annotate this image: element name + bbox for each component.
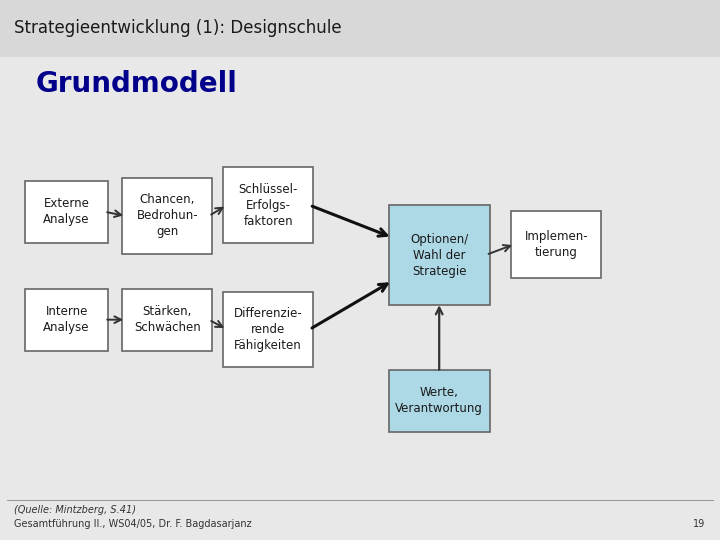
Text: Optionen/
Wahl der
Strategie: Optionen/ Wahl der Strategie [410, 233, 468, 278]
Text: Werte,
Verantwortung: Werte, Verantwortung [395, 387, 483, 415]
FancyBboxPatch shape [389, 205, 490, 305]
Text: Interne
Analyse: Interne Analyse [43, 306, 90, 334]
Text: Externe
Analyse: Externe Analyse [43, 198, 90, 226]
FancyBboxPatch shape [223, 167, 313, 243]
FancyBboxPatch shape [223, 292, 313, 367]
FancyBboxPatch shape [0, 0, 720, 57]
Text: (Quelle: Mintzberg, S.41): (Quelle: Mintzberg, S.41) [14, 505, 136, 515]
Text: Strategieentwicklung (1): Designschule: Strategieentwicklung (1): Designschule [14, 19, 342, 37]
FancyBboxPatch shape [122, 289, 212, 351]
Text: Schlüssel-
Erfolgs-
faktoren: Schlüssel- Erfolgs- faktoren [238, 183, 298, 228]
Text: Chancen,
Bedrohun-
gen: Chancen, Bedrohun- gen [137, 193, 198, 239]
Text: Differenzie-
rende
Fähigkeiten: Differenzie- rende Fähigkeiten [234, 307, 302, 352]
FancyBboxPatch shape [122, 178, 212, 254]
Text: Grundmodell: Grundmodell [36, 70, 238, 98]
FancyBboxPatch shape [389, 370, 490, 432]
FancyBboxPatch shape [25, 289, 108, 351]
FancyBboxPatch shape [25, 181, 108, 243]
FancyBboxPatch shape [511, 211, 601, 278]
Text: Implemen-
tierung: Implemen- tierung [524, 230, 588, 259]
Text: Stärken,
Schwächen: Stärken, Schwächen [134, 306, 201, 334]
Text: 19: 19 [693, 519, 706, 529]
Text: Gesamtführung II., WS04/05, Dr. F. Bagdasarjanz: Gesamtführung II., WS04/05, Dr. F. Bagda… [14, 519, 252, 529]
